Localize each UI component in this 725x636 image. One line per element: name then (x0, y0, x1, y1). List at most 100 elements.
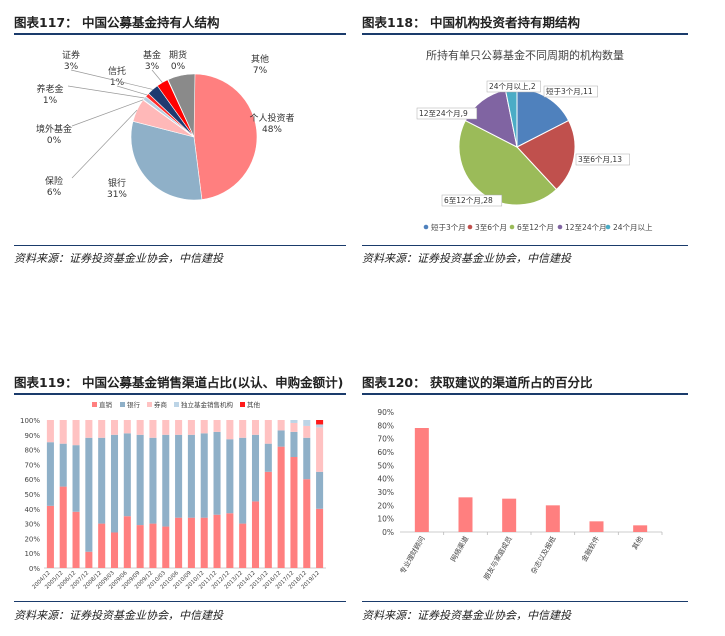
pie-slice (130, 120, 203, 201)
chart-118-inner-title: 所持有单只公募基金不同周期的机构数量 (426, 48, 624, 62)
stacked-bar-segment (98, 437, 106, 524)
stacked-bar-segment (251, 420, 260, 435)
stacked-bar-segment (303, 437, 311, 480)
stacked-bar-segment (264, 443, 272, 472)
data-label-box (486, 80, 541, 93)
legend-marker (423, 224, 429, 230)
stacked-bar-segment (316, 424, 324, 428)
x-tick-label: 专业理财顾问 (398, 535, 427, 576)
title-rule (14, 393, 346, 395)
bar (545, 505, 560, 532)
title-rule (362, 33, 688, 35)
y-tick-label: 20% (24, 535, 40, 543)
pie-label: 银行 31% (107, 177, 127, 200)
stacked-bar-segment (98, 420, 106, 438)
x-tick-label: 杂志以及报纸 (529, 535, 558, 576)
stacked-bar-segment (251, 434, 260, 502)
bar (414, 428, 429, 532)
stacked-bar-segment (226, 439, 234, 514)
legend-swatch (120, 402, 125, 407)
stacked-bar-segment (187, 420, 195, 435)
data-label-box (441, 194, 503, 207)
stacked-bar-segment (123, 433, 131, 517)
stacked-bar-segment (149, 523, 157, 568)
y-tick-label: 70% (24, 461, 40, 469)
legend-label: 独立基金销售机构 (181, 400, 234, 409)
stacked-bar-segment (59, 420, 67, 444)
stacked-bar-segment (290, 457, 298, 568)
title-rule (362, 393, 688, 395)
stacked-bar-segment (251, 501, 260, 568)
chart-120-bar: 0% 10% 20% 30% 40% 50% 60% 70% 80% 90% 专业理财顾问 网络渠道朋… (377, 408, 663, 581)
stacked-bar-segment (175, 517, 183, 568)
stacked-bar-segment (239, 523, 247, 568)
legend-label: 其他 (247, 400, 261, 409)
stacked-bar-segment (316, 471, 324, 509)
stacked-bar-segment (72, 445, 80, 512)
bar (458, 497, 473, 532)
y-tick-label: 80% (377, 421, 394, 430)
pie-label: 期货 0% (169, 49, 187, 72)
stacked-bar-segment (290, 431, 298, 457)
data-label: 12至24个月,9 (419, 109, 468, 118)
chart-120-title: 图表120： 获取建议的渠道所占的百分比 (362, 375, 593, 390)
legend-marker (509, 224, 515, 230)
y-tick-label: 30% (24, 521, 40, 529)
stacked-bar-segment (239, 420, 247, 438)
chart-120-source: 资料来源：证券投资基金业协会，中信建投 (362, 609, 571, 622)
y-tick-label: 40% (377, 475, 394, 484)
chart-119-title: 图表119： 中国公募基金销售渠道占比(以认、申购金额计) (14, 375, 344, 390)
pie-label: 信托 1% (108, 65, 126, 88)
stacked-bar-segment (200, 420, 208, 434)
stacked-bar-segment (277, 430, 285, 447)
legend-swatch (240, 402, 245, 407)
stacked-bar-segment (200, 517, 208, 568)
leader-line (116, 85, 148, 96)
stacked-bar-segment (187, 517, 195, 568)
stacked-bar-segment (46, 442, 54, 506)
chart-117-pie: 个人投资者 48% 银行 31% 保险 6% 境外基金 0% 养老金 1% 信托 1% 证券 3% 基金 3%… (36, 49, 295, 201)
legend-label: 直销 (99, 400, 113, 409)
stacked-bar-segment (110, 420, 119, 435)
leader-line (151, 69, 163, 83)
stacked-bar-segment (72, 420, 80, 446)
legend-swatch (92, 402, 97, 407)
y-tick-label: 30% (377, 488, 394, 497)
chart-117-source: 资料来源：证券投资基金业协会，中信建投 (14, 252, 223, 265)
y-tick-label: 40% (24, 506, 40, 514)
bar (589, 521, 604, 532)
stacked-bar-segment (59, 443, 67, 487)
legend-label: 3至6个月 (475, 223, 507, 232)
stacked-bar-segment (85, 437, 93, 552)
stacked-bar-segment (136, 525, 144, 568)
chart-117-title: 图表117： 中国公募基金持有人结构 (14, 15, 220, 30)
pie-label: 证券 3% (62, 49, 80, 72)
stacked-bar-segment (72, 511, 80, 568)
legend-marker (467, 224, 473, 230)
y-tick-label: 10% (377, 515, 394, 524)
stacked-bar-segment (290, 422, 298, 432)
y-tick-label: 50% (24, 491, 40, 499)
data-label: 短于3个月,11 (546, 86, 593, 96)
data-label: 3至6个月,13 (578, 155, 622, 164)
stacked-bar-segment (85, 420, 93, 438)
legend-swatch (147, 402, 152, 407)
stacked-bar-segment (46, 505, 54, 568)
y-tick-label: 80% (24, 447, 40, 455)
x-tick-label: 金融软件 (579, 535, 601, 564)
stacked-bar-segment (123, 516, 131, 568)
x-tick-label: 网络渠道 (448, 535, 470, 564)
stacked-bar-segment (213, 514, 221, 568)
source-rule (14, 601, 346, 602)
data-label: 6至12个月,28 (444, 196, 493, 205)
chart-119-stacked-bar: 直销 银行 券商 独立基金销售机构 其他 0% 10% 20% 30% 40% 50% 60% 70% 8… (20, 400, 326, 591)
stacked-bar-segment (264, 471, 272, 568)
stacked-bar-segment (162, 526, 170, 568)
y-tick-label: 90% (24, 432, 40, 440)
stacked-bar-segment (175, 434, 183, 518)
legend-label: 24个月以上 (613, 223, 653, 232)
legend-label: 银行 (127, 400, 141, 409)
legend-swatch (174, 402, 179, 407)
pie-slice (458, 119, 558, 206)
stacked-bar-segment (162, 420, 170, 435)
